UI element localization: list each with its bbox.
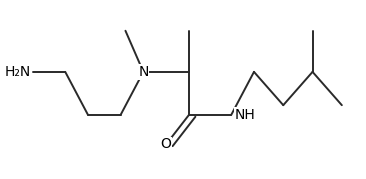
Text: O: O <box>161 137 172 151</box>
Text: H₂N: H₂N <box>5 65 31 79</box>
Text: N: N <box>138 65 149 79</box>
Text: NH: NH <box>235 108 256 122</box>
